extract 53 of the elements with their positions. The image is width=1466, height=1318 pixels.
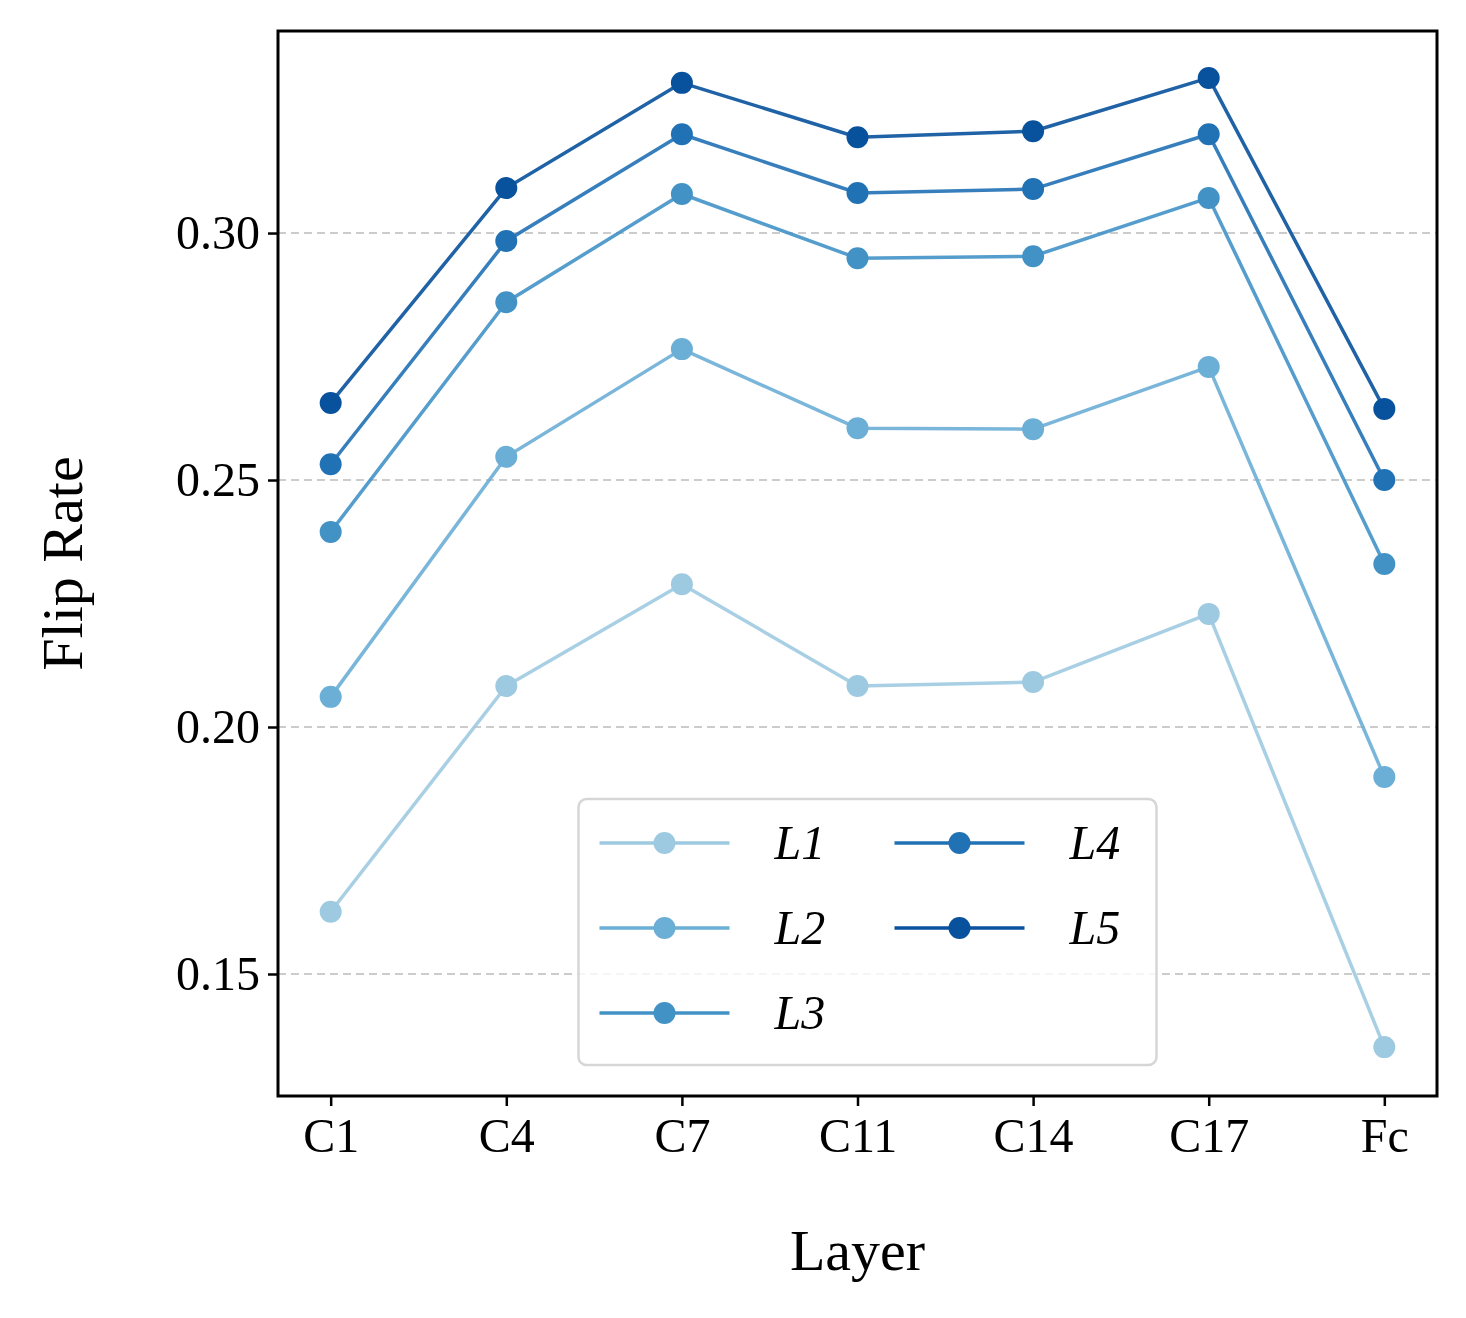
x-tick-label: C11 <box>818 1109 898 1162</box>
y-tick-label: 0.15 <box>176 946 260 1000</box>
point <box>495 229 518 252</box>
legend-label: L5 <box>1068 901 1121 954</box>
x-tick-label: C1 <box>303 1109 360 1162</box>
point <box>495 675 518 697</box>
point <box>495 445 518 468</box>
x-tick-label: C14 <box>993 1109 1074 1162</box>
legend-label: L2 <box>773 901 826 954</box>
point <box>1022 178 1045 201</box>
point <box>1373 1036 1396 1059</box>
point <box>319 391 342 414</box>
point <box>1197 355 1220 378</box>
point <box>319 453 342 476</box>
x-axis-title: Layer <box>789 1218 926 1283</box>
point <box>846 247 869 270</box>
legend-label: L4 <box>1068 816 1121 869</box>
point <box>670 573 693 596</box>
point <box>846 675 869 697</box>
point <box>1022 120 1045 143</box>
point <box>1373 469 1396 492</box>
point <box>1197 66 1220 89</box>
legend-label: L1 <box>773 816 826 869</box>
x-tick-label: C17 <box>1169 1109 1250 1162</box>
point <box>1373 552 1396 575</box>
y-tick-label: 0.30 <box>176 205 260 259</box>
point <box>1373 397 1396 420</box>
x-tick-label: C4 <box>478 1109 535 1162</box>
point <box>846 182 869 205</box>
point <box>1373 765 1396 788</box>
x-tick-label: C7 <box>654 1109 711 1162</box>
point <box>670 183 693 206</box>
point <box>1197 602 1220 625</box>
point <box>670 123 693 146</box>
point <box>846 126 869 149</box>
point <box>1022 245 1045 268</box>
point <box>495 291 518 314</box>
point <box>319 520 342 543</box>
legend-label: L3 <box>773 986 826 1039</box>
point <box>670 71 693 94</box>
point <box>670 338 693 361</box>
point <box>319 900 342 923</box>
point <box>1197 123 1220 146</box>
point <box>1022 671 1045 694</box>
y-axis-title: Flip Rate <box>30 456 95 671</box>
point <box>319 685 342 708</box>
x-tick-label: Fc <box>1360 1109 1409 1162</box>
point <box>495 177 518 200</box>
point <box>1197 186 1220 209</box>
point <box>1022 418 1045 441</box>
point <box>846 417 869 440</box>
y-tick-label: 0.20 <box>176 699 260 753</box>
y-tick-label: 0.25 <box>176 452 260 506</box>
